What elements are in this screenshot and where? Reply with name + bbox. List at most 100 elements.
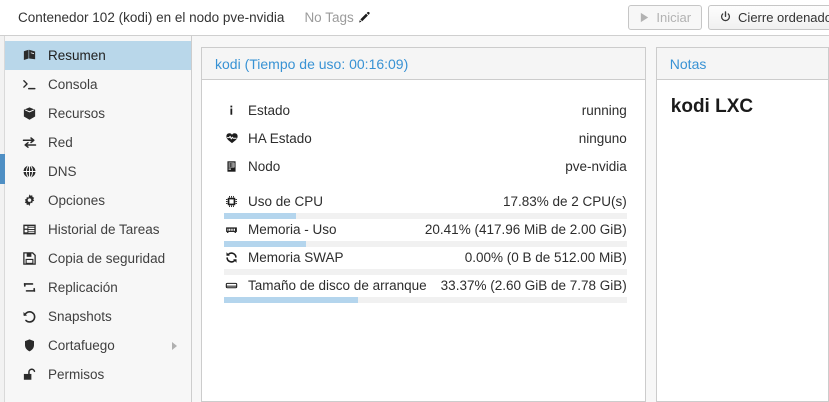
progress-track-swap (224, 269, 627, 275)
usage-row-cpu: Uso de CPU 17.83% de 2 CPU(s) (224, 191, 627, 219)
sidebar-item-recursos[interactable]: Recursos (5, 99, 191, 128)
usage-row-value: 20.41% (417.96 MiB de 2.00 GiB) (424, 222, 627, 237)
pencil-icon[interactable] (358, 11, 371, 24)
usage-row-label: Memoria SWAP (248, 250, 344, 265)
status-panel-body: Estado running HA Estado ninguno (202, 80, 645, 401)
content-area: kodi (Tiempo de uso: 00:16:09) Estado ru… (193, 37, 829, 402)
list-icon (21, 222, 37, 238)
swap-icon (224, 250, 239, 265)
sidebar-item-dns[interactable]: DNS (5, 157, 191, 186)
usage-row-label: Tamaño de disco de arranque (248, 278, 427, 293)
status-panel-title: kodi (Tiempo de uso: 00:16:09) (202, 48, 645, 80)
sidebar-item-opciones[interactable]: Opciones (5, 186, 191, 215)
sidebar-item-permisos[interactable]: Permisos (5, 360, 191, 389)
tags-label: No Tags (304, 10, 354, 25)
sidebar-item-label: Historial de Tareas (48, 222, 160, 237)
sidebar-item-historial-de-tareas[interactable]: Historial de Tareas (5, 215, 191, 244)
sidebar-item-label: DNS (48, 164, 77, 179)
usage-row-swap: Memoria SWAP 0.00% (0 B de 512.00 MiB) (224, 247, 627, 275)
usage-row-value: 33.37% (2.60 GiB de 7.78 GiB) (440, 278, 627, 293)
sidebar-item-label: Copia de seguridad (48, 251, 166, 266)
notes-text: kodi LXC (670, 96, 754, 117)
usage-row-disco: Tamaño de disco de arranque 33.37% (2.60… (224, 275, 627, 303)
shutdown-button[interactable]: Cierre ordenado (708, 5, 829, 30)
status-row-label: HA Estado (248, 130, 312, 146)
cube-icon (21, 106, 37, 122)
power-icon (719, 11, 732, 24)
sidebar-item-consola[interactable]: Consola (5, 70, 191, 99)
sidebar-item-replicacion[interactable]: Replicación (5, 273, 191, 302)
floppy-icon (21, 251, 37, 267)
sidebar-item-label: Red (48, 135, 73, 150)
chevron-right-icon (172, 341, 177, 350)
tags-area[interactable]: No Tags (304, 10, 370, 25)
progress-track-disco (224, 297, 627, 303)
status-rows: Estado running HA Estado ninguno (202, 80, 645, 303)
sidebar-item-label: Snapshots (48, 309, 112, 324)
sidebar-item-label: Resumen (48, 48, 106, 63)
disk-icon (224, 278, 239, 293)
status-row-nodo: Nodo pve-nvidia (224, 152, 627, 180)
sidebar-item-cortafuego[interactable]: Cortafuego (5, 331, 191, 360)
progress-fill-memoria (224, 241, 307, 247)
info-icon (224, 103, 239, 118)
usage-row-cpu-text: Uso de CPU 17.83% de 2 CPU(s) (224, 191, 627, 212)
usage-row-memoria: Memoria - Uso 20.41% (417.96 MiB de 2.00… (224, 219, 627, 247)
status-row-estado: Estado running (224, 96, 627, 124)
header-bar: Contenedor 102 (kodi) en el nodo pve-nvi… (0, 0, 829, 36)
sidebar-item-label: Recursos (48, 106, 106, 121)
notes-panel-body[interactable]: kodi LXC (656, 80, 828, 401)
usage-row-value: 17.83% de 2 CPU(s) (502, 194, 627, 209)
start-button[interactable]: Iniciar (628, 5, 703, 30)
progress-track-cpu (224, 213, 627, 219)
start-button-label: Iniciar (656, 10, 692, 25)
replication-icon (21, 280, 37, 296)
network-icon (21, 135, 37, 151)
usage-row-disco-text: Tamaño de disco de arranque 33.37% (2.60… (224, 275, 627, 296)
server-icon (224, 159, 239, 174)
sidebar-item-label: Replicación (48, 280, 118, 295)
scrollbar-thumb[interactable] (0, 154, 5, 184)
play-icon (639, 12, 650, 23)
progress-track-memoria (224, 241, 627, 247)
status-panel: kodi (Tiempo de uso: 00:16:09) Estado ru… (201, 47, 646, 402)
sidebar-item-label: Cortafuego (48, 338, 115, 353)
notes-panel-title: Notas (656, 48, 828, 80)
notes-panel: Notas kodi LXC (655, 47, 829, 402)
usage-row-value: 0.00% (0 B de 512.00 MiB) (464, 250, 627, 265)
page-title: Contenedor 102 (kodi) en el nodo pve-nvi… (18, 10, 285, 25)
status-row-value: running (581, 102, 627, 118)
shield-icon (21, 338, 37, 354)
globe-icon (21, 164, 37, 180)
usage-row-label: Memoria - Uso (248, 222, 337, 237)
progress-fill-disco (224, 297, 359, 303)
status-row-label: Estado (248, 102, 291, 118)
status-row-ha-estado: HA Estado ninguno (224, 124, 627, 152)
usage-row-memoria-text: Memoria - Uso 20.41% (417.96 MiB de 2.00… (224, 219, 627, 240)
status-row-value: pve-nvidia (565, 158, 627, 174)
sidebar-nav: Resumen Consola Recursos Red DNS (5, 36, 192, 402)
unlock-icon (21, 367, 37, 383)
status-row-label: Nodo (248, 158, 281, 174)
usage-row-label: Uso de CPU (248, 194, 324, 209)
sidebar-item-resumen[interactable]: Resumen (5, 41, 191, 70)
usage-row-swap-text: Memoria SWAP 0.00% (0 B de 512.00 MiB) (224, 247, 627, 268)
progress-fill-cpu (224, 213, 296, 219)
sidebar-item-label: Consola (48, 77, 98, 92)
shutdown-button-label: Cierre ordenado (738, 10, 829, 25)
row-spacer (224, 180, 627, 191)
sidebar-item-copia-de-seguridad[interactable]: Copia de seguridad (5, 244, 191, 273)
status-row-value: ninguno (578, 130, 627, 146)
terminal-icon (21, 77, 37, 93)
left-edge-scrollbar[interactable] (0, 36, 5, 402)
memory-icon (224, 222, 239, 237)
sidebar-item-snapshots[interactable]: Snapshots (5, 302, 191, 331)
gear-icon (21, 193, 37, 209)
book-icon (21, 48, 37, 64)
header-action-buttons: Iniciar Cierre ordenado (628, 5, 829, 30)
sidebar-item-label: Opciones (48, 193, 106, 208)
heartbeat-icon (224, 131, 239, 146)
history-icon (21, 309, 37, 325)
sidebar-item-red[interactable]: Red (5, 128, 191, 157)
